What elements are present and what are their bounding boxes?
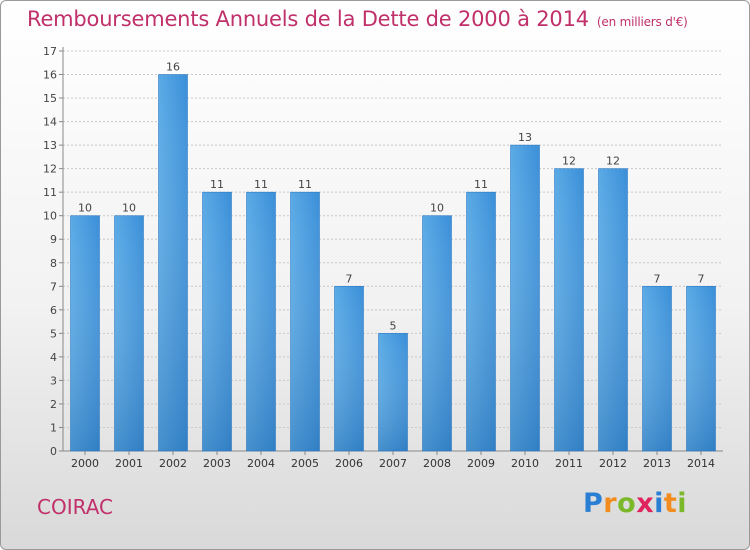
data-label: 10 [430,202,444,215]
y-tick-label: 7 [50,280,57,293]
bar-shade [422,215,452,451]
x-tick-label: 2010 [511,457,539,470]
x-tick-label: 2000 [71,457,99,470]
data-label: 7 [654,272,661,285]
data-label: 11 [254,178,268,191]
unit-note: (en milliers d'€) [596,15,688,29]
x-tick-label: 2014 [687,457,715,470]
x-tick-label: 2009 [467,457,495,470]
y-tick-label: 15 [43,92,57,105]
bar-shade [554,168,584,451]
y-tick-label: 10 [43,210,57,223]
data-label: 10 [122,202,136,215]
y-tick-label: 8 [50,257,57,270]
bar-shade [686,286,716,451]
y-tick-label: 4 [50,351,57,364]
bar-shade [466,192,496,452]
bar-shade [114,215,144,451]
proxiti-logo: Proxiti [583,488,687,519]
y-tick-label: 9 [50,233,57,246]
y-tick-label: 16 [43,69,57,82]
y-tick-label: 17 [43,45,57,58]
logo-letter: t [663,488,678,519]
y-tick-label: 6 [50,304,57,317]
bar-shade [202,192,232,452]
logo-letter: o [617,488,637,519]
logo-letter: i [677,488,688,519]
data-label: 12 [606,155,620,168]
y-tick-label: 5 [50,327,57,340]
x-tick-label: 2013 [643,457,671,470]
place-name: COIRAC [37,495,113,519]
x-tick-label: 2006 [335,457,363,470]
x-tick-label: 2003 [203,457,231,470]
data-label: 16 [166,61,180,74]
logo-letter: P [583,488,604,519]
logo-letter: x [636,488,655,519]
logo-letter: i [654,488,664,519]
bar-shade [642,286,672,451]
y-tick-label: 1 [50,421,57,434]
bar-shade [246,192,276,452]
y-tick-label: 0 [50,445,57,458]
bars [70,74,716,452]
y-tick-label: 3 [50,374,57,387]
data-labels: 10 10 16 11 11 11 7 5 10 11 13 12 12 7 7 [78,61,705,333]
bar-shade [290,192,320,452]
data-label: 5 [390,319,397,332]
x-tick-label: 2005 [291,457,319,470]
data-label: 10 [78,202,92,215]
y-tick-label: 2 [50,398,57,411]
data-label: 7 [698,272,705,285]
data-label: 11 [210,178,224,191]
y-tick-label: 14 [43,116,57,129]
x-axis-ticks: 2000 2001 2002 2003 2004 2005 2006 2007 2008 2009… [71,451,715,470]
data-label: 11 [474,178,488,191]
bar-shade [158,74,188,451]
x-tick-label: 2002 [159,457,187,470]
chart-title: Remboursements Annuels de la Dette de 20… [27,7,688,31]
data-label: 13 [518,131,532,144]
x-tick-label: 2001 [115,457,143,470]
chart-title-text: Remboursements Annuels de la Dette de 20… [27,7,589,31]
logo-letter: r [603,488,618,519]
x-tick-label: 2004 [247,457,275,470]
data-label: 7 [346,272,353,285]
y-tick-label: 13 [43,139,57,152]
x-tick-label: 2011 [555,457,583,470]
x-tick-label: 2007 [379,457,407,470]
data-label: 12 [562,155,576,168]
y-tick-label: 11 [43,186,57,199]
bar-shade [510,145,540,451]
bar-shade [70,215,100,451]
x-tick-label: 2008 [423,457,451,470]
x-tick-label: 2012 [599,457,627,470]
y-tick-label: 12 [43,163,57,176]
data-label: 11 [298,178,312,191]
bar-shade [598,168,628,451]
bar-shade [334,286,364,451]
bar-shade [378,333,408,451]
